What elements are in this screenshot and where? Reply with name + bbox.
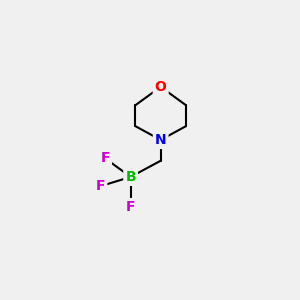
Text: F: F <box>126 200 135 214</box>
Text: N: N <box>155 133 167 147</box>
Text: F: F <box>96 179 105 193</box>
Text: F: F <box>100 152 110 165</box>
Text: B: B <box>125 170 136 184</box>
Text: O: O <box>155 80 167 94</box>
